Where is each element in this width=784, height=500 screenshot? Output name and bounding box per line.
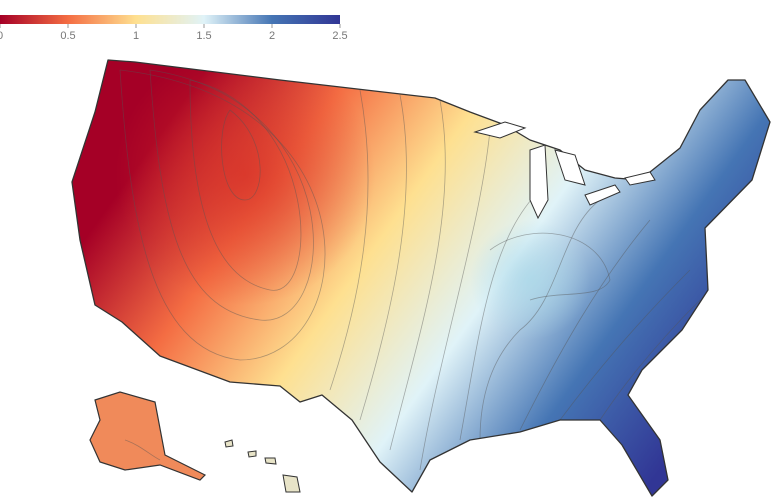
legend-tick-label: 2 [269, 30, 275, 42]
alaska [89, 391, 207, 481]
legend-tick-label: 0 [0, 30, 3, 42]
legend-tick-label: 1.5 [196, 30, 211, 42]
color-legend: 0 0.5 1 1.5 2 2.5 [0, 15, 348, 42]
legend-tick-label: 0.5 [60, 30, 75, 42]
colorbar [0, 15, 340, 24]
legend-tick-label: 2.5 [332, 30, 347, 42]
great-lakes [473, 121, 656, 220]
legend-tick-label: 1 [133, 30, 139, 42]
hawaii [224, 439, 301, 493]
contiguous-us [72, 60, 770, 496]
